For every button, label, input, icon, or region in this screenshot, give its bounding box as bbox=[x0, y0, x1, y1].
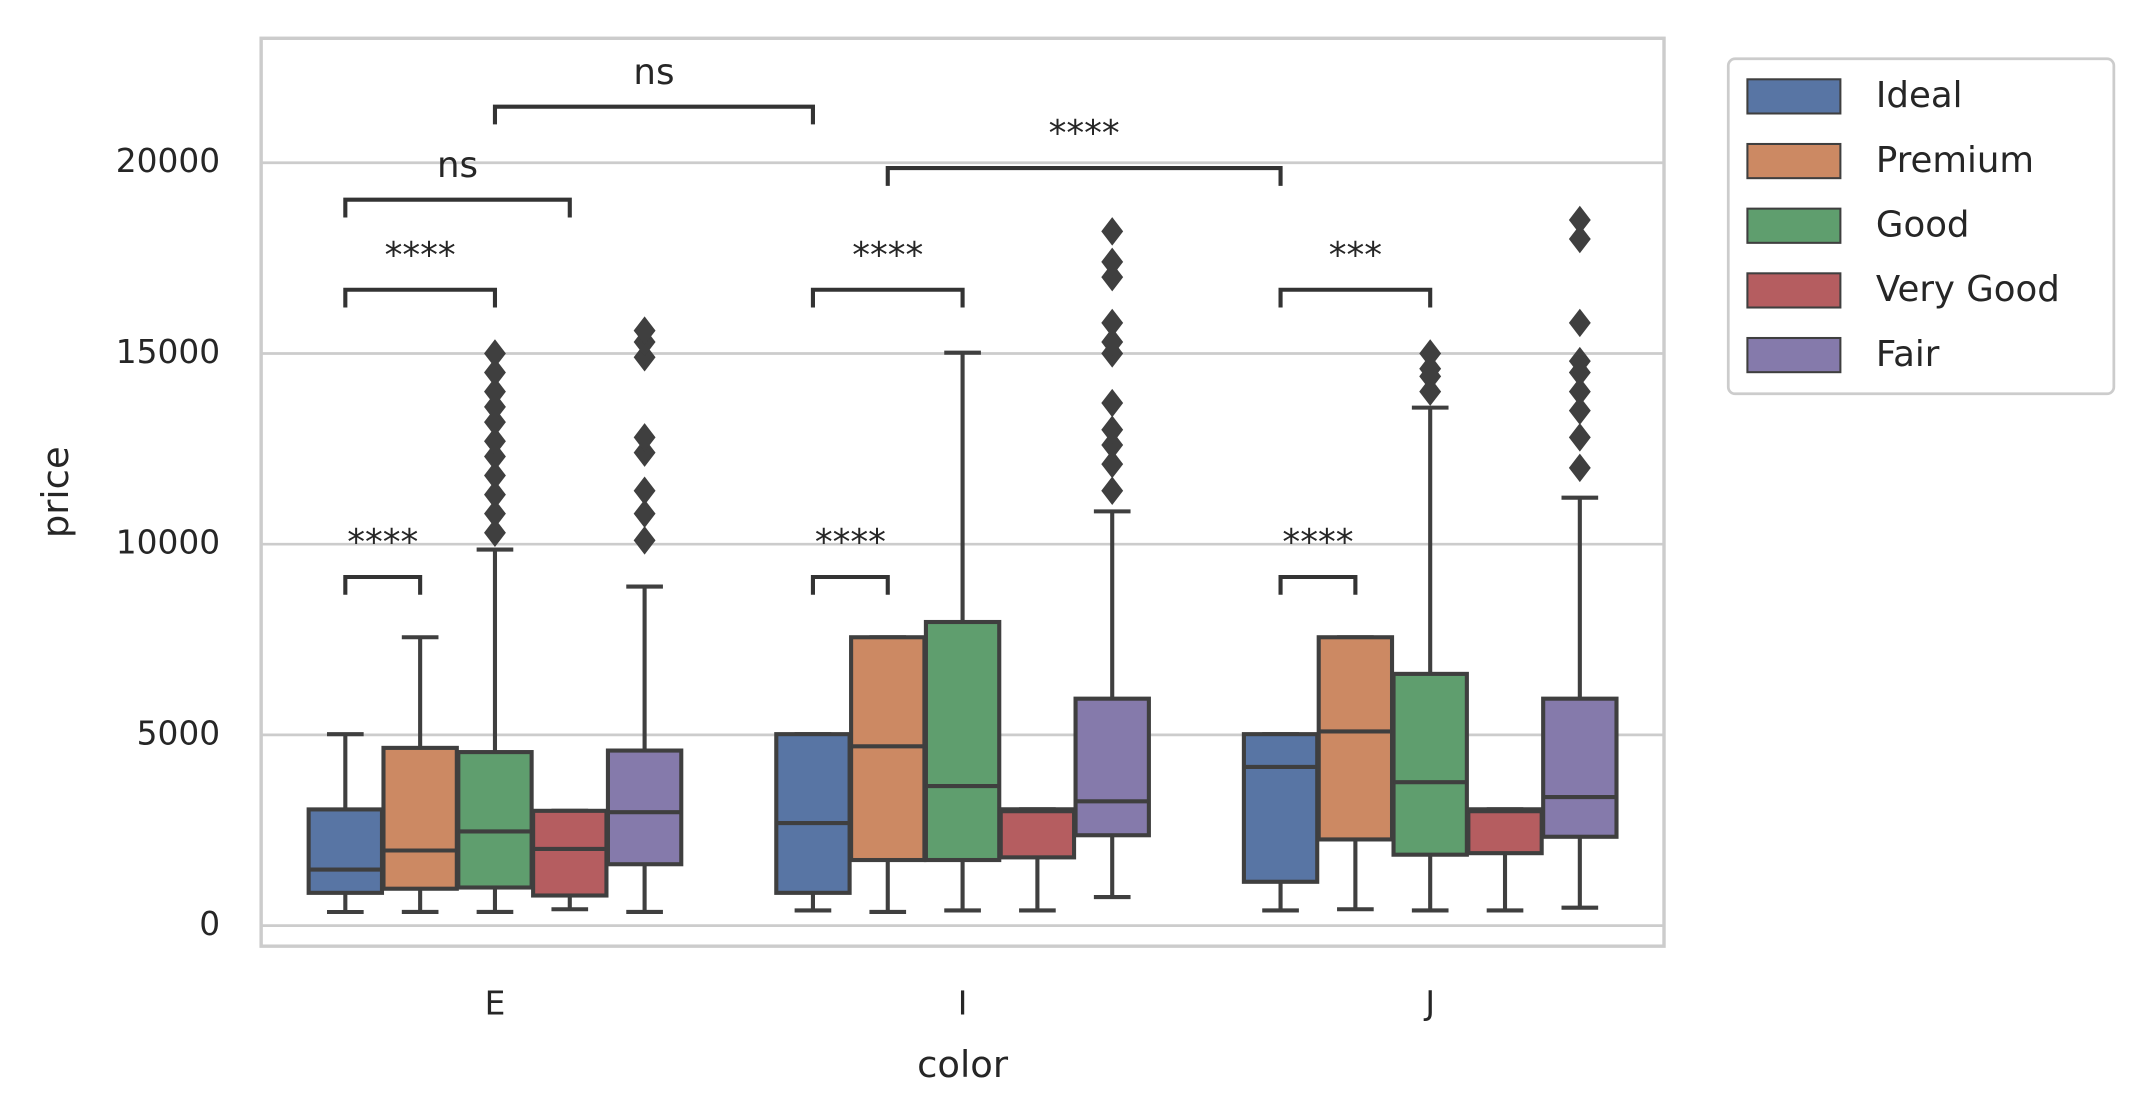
significance-bracket bbox=[810, 287, 965, 308]
box bbox=[605, 748, 684, 867]
plot-frame bbox=[259, 36, 1666, 948]
significance-label: **** bbox=[347, 522, 418, 563]
significance-label: ns bbox=[633, 52, 674, 93]
outlier bbox=[633, 526, 656, 555]
significance-bracket bbox=[1278, 287, 1433, 308]
y-axis-label: price bbox=[34, 446, 77, 538]
legend-label: Ideal bbox=[1876, 75, 1963, 116]
box bbox=[1073, 696, 1151, 838]
outlier bbox=[1568, 224, 1591, 254]
box bbox=[849, 635, 927, 863]
significance-bracket bbox=[492, 104, 815, 125]
x-tick-label: I bbox=[958, 984, 968, 1022]
x-tick-label: E bbox=[485, 984, 506, 1022]
box bbox=[1241, 732, 1320, 884]
legend-label: Premium bbox=[1876, 140, 2034, 181]
significance-bracket bbox=[343, 197, 572, 218]
y-tick-label: 5000 bbox=[137, 714, 220, 752]
significance-bracket bbox=[1278, 574, 1358, 595]
legend-swatch bbox=[1746, 272, 1842, 309]
box bbox=[531, 808, 609, 898]
legend-swatch bbox=[1746, 142, 1842, 180]
y-tick-label: 15000 bbox=[116, 333, 220, 371]
outlier bbox=[1568, 308, 1591, 338]
legend-swatch bbox=[1746, 336, 1842, 374]
significance-bracket bbox=[885, 166, 1283, 186]
y-tick-label: 0 bbox=[199, 905, 220, 943]
x-tick-label: J bbox=[1423, 984, 1435, 1022]
box bbox=[1466, 807, 1544, 856]
significance-label: **** bbox=[385, 235, 456, 276]
significance-bracket bbox=[343, 287, 498, 308]
outlier bbox=[1101, 217, 1124, 246]
box bbox=[774, 732, 852, 895]
outlier bbox=[484, 442, 506, 471]
y-tick-label: 10000 bbox=[116, 524, 220, 562]
legend-label: Very Good bbox=[1876, 269, 2060, 310]
outlier bbox=[1568, 423, 1591, 452]
box bbox=[381, 745, 459, 891]
outlier bbox=[484, 426, 506, 456]
outlier bbox=[1101, 476, 1124, 505]
box bbox=[998, 807, 1077, 860]
box bbox=[1316, 635, 1395, 842]
outlier bbox=[1101, 247, 1124, 277]
outlier bbox=[484, 407, 506, 437]
significance-bracket bbox=[343, 574, 423, 595]
significance-label: ns bbox=[437, 145, 478, 186]
outlier bbox=[1568, 396, 1591, 425]
outlier bbox=[484, 480, 506, 509]
outlier bbox=[633, 423, 656, 452]
outlier bbox=[484, 392, 506, 422]
box bbox=[306, 807, 385, 895]
outlier bbox=[1568, 377, 1591, 406]
significance-label: **** bbox=[1049, 113, 1120, 154]
significance-label: **** bbox=[815, 522, 886, 563]
outlier bbox=[1101, 415, 1124, 444]
legend: Ideal Premium Good Very Good Fair bbox=[1726, 57, 2116, 396]
outlier bbox=[484, 339, 506, 368]
significance-label: **** bbox=[852, 235, 923, 276]
outlier bbox=[1101, 308, 1124, 338]
box bbox=[923, 619, 1002, 863]
y-tick-label: 20000 bbox=[116, 142, 220, 180]
box bbox=[456, 750, 534, 890]
legend-label: Fair bbox=[1876, 334, 1940, 375]
outlier bbox=[484, 377, 506, 406]
outlier bbox=[1419, 339, 1442, 368]
significance-label: **** bbox=[1282, 522, 1353, 563]
significance-bracket bbox=[810, 574, 890, 595]
legend-swatch bbox=[1746, 78, 1842, 115]
box bbox=[1541, 696, 1619, 839]
legend-swatch bbox=[1746, 207, 1842, 244]
outlier bbox=[1568, 205, 1591, 235]
outlier bbox=[1419, 354, 1442, 383]
outlier bbox=[1419, 377, 1442, 406]
outlier bbox=[633, 476, 656, 505]
outlier bbox=[1568, 453, 1591, 483]
outlier bbox=[1101, 388, 1124, 418]
legend-label: Good bbox=[1876, 204, 1970, 245]
significance-label: *** bbox=[1329, 235, 1382, 276]
legend-frame bbox=[1726, 57, 2116, 396]
box bbox=[1391, 671, 1469, 857]
x-axis-label: color bbox=[917, 1043, 1009, 1086]
